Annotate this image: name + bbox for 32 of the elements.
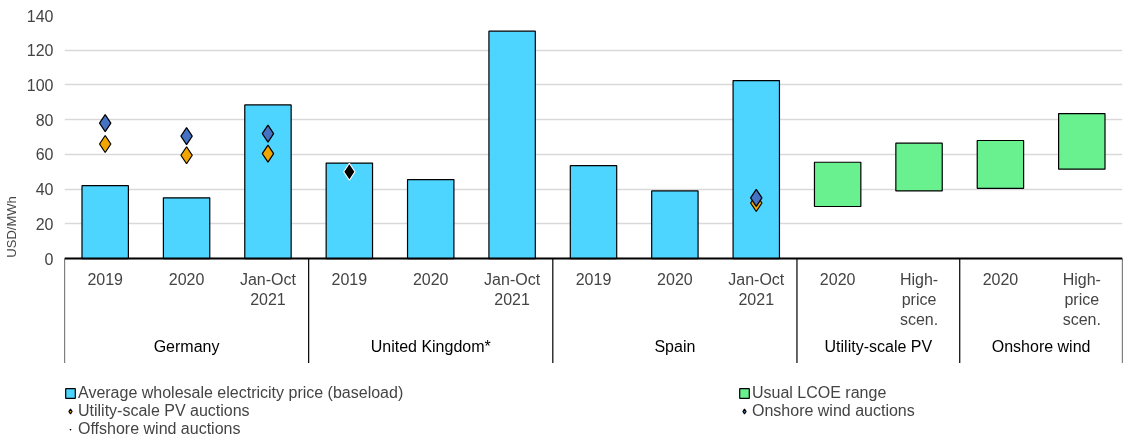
x-tick-label: 2020 <box>819 270 856 288</box>
legend-label: Average wholesale electricity price (baseload) <box>78 384 405 402</box>
x-tick-label: 2020 <box>982 270 1019 288</box>
x-tick-label: Jan-Oct 2021 <box>484 270 541 308</box>
text: United Kingdom* <box>370 338 491 356</box>
y-tick-label: 60 <box>35 146 54 164</box>
y-axis-title: USD/MWh <box>3 196 19 258</box>
x-tick-label: Jan-Oct 2021 <box>239 270 297 308</box>
y-tick-label: 100 <box>26 76 54 94</box>
y-tick-label: 0 <box>44 250 54 268</box>
x-tick-label: 2020 <box>412 270 449 288</box>
text: Spain <box>654 338 696 356</box>
y-tick-label: 40 <box>35 181 54 199</box>
y-tick-label: 20 <box>35 215 54 233</box>
y-tick-label: 80 <box>35 111 54 129</box>
x-tick-label: High- price scen. <box>899 270 939 329</box>
legend-label: Utility-scale PV auctions <box>78 402 251 420</box>
legend-label: Offshore wind auctions <box>78 420 242 438</box>
legend-label: Onshore wind auctions <box>752 402 916 420</box>
x-tick-label: High- price scen. <box>1062 270 1101 329</box>
x-tick-label: 2019 <box>575 270 612 288</box>
legend-label: Usual LCOE range <box>752 384 888 402</box>
x-tick-label: 2020 <box>657 270 693 288</box>
y-tick-label: 140 <box>26 7 54 25</box>
text: Utility-scale PV <box>824 338 933 356</box>
text: Germany <box>153 338 220 356</box>
x-tick-label: 2019 <box>87 270 124 288</box>
text: Onshore wind <box>991 338 1091 356</box>
x-tick-label: 2019 <box>331 270 368 288</box>
x-tick-label: Jan-Oct 2021 <box>728 270 785 308</box>
x-tick-label: 2020 <box>168 270 205 288</box>
y-tick-label: 120 <box>26 42 54 60</box>
